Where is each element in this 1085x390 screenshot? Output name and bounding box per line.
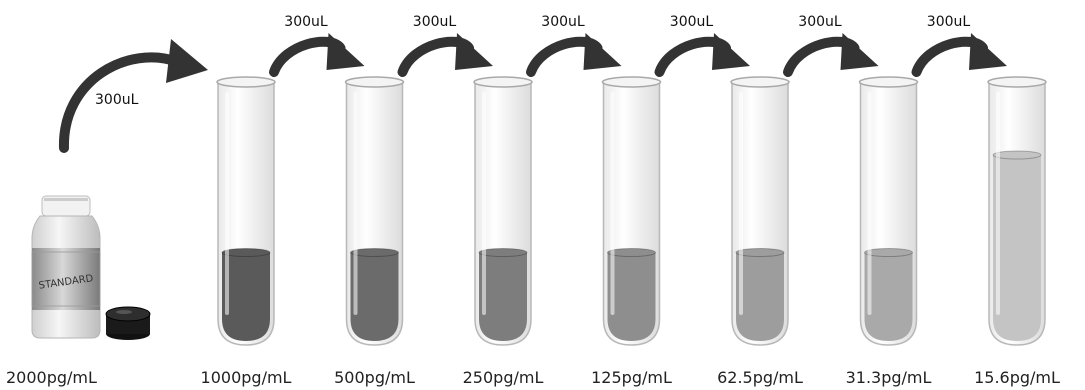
tube-concentration-label: 15.6pg/mL: [974, 368, 1060, 387]
tube-liquid-meniscus: [350, 248, 399, 257]
transfer-volume-label: 300uL: [670, 14, 714, 30]
transfer-arrow: [654, 33, 750, 77]
tube-concentration-label: 1000pg/mL: [201, 368, 292, 387]
transfer-volume-label: 300uL: [927, 14, 971, 30]
transfer-arrow: [911, 33, 1007, 77]
tube-highlight: [353, 92, 358, 315]
test-tube: [216, 76, 276, 346]
transfer-arrow: [269, 33, 365, 77]
tube-rim: [601, 76, 662, 88]
bottle-cap: [105, 306, 151, 340]
tube-liquid: [736, 252, 784, 341]
tube-liquid-meniscus: [864, 248, 913, 257]
tube-highlight: [996, 92, 1000, 315]
tube-concentration-label: 250pg/mL: [463, 368, 544, 387]
test-tube: [344, 76, 405, 346]
test-tube: [987, 76, 1047, 346]
arrows-layer: [269, 33, 1007, 77]
tube-rim: [344, 76, 405, 88]
transfer-arrow-head: [326, 33, 365, 70]
stock-transfer-volume-label: 300uL: [95, 92, 139, 108]
tube-liquid-meniscus: [607, 248, 656, 257]
transfer-arrow: [783, 33, 879, 77]
tube-highlight: [867, 92, 872, 315]
transfer-arrow-head: [455, 33, 493, 70]
tube-liquid-meniscus: [735, 248, 785, 257]
test-tube: [730, 76, 790, 346]
transfer-arrow-head: [583, 33, 622, 70]
test-tube: [858, 76, 919, 346]
tube-liquid: [222, 252, 270, 341]
tube-rim: [730, 76, 790, 88]
tube-highlight: [610, 92, 615, 315]
tube-rim: [216, 76, 276, 88]
transfer-volume-label: 300uL: [413, 14, 457, 30]
test-tube: [473, 76, 533, 346]
tube-concentration-label: 62.5pg/mL: [717, 368, 803, 387]
transfer-volume-label: 300uL: [798, 14, 842, 30]
test-tube: [601, 76, 662, 346]
tube-liquid: [350, 252, 399, 341]
stock-transfer-arrow: [58, 39, 208, 153]
tube-highlight: [739, 92, 743, 315]
stock-concentration-label: 2000pg/mL: [6, 368, 97, 387]
labels-layer: 2000pg/mL 1000pg/mL 300uL 500pg/mL 300uL 250…: [6, 14, 1060, 387]
transfer-arrow: [526, 33, 622, 77]
transfer-volume-label: 300uL: [284, 14, 328, 30]
transfer-volume-label: 300uL: [541, 14, 585, 30]
tubes-layer: [216, 76, 1047, 346]
tube-liquid: [993, 155, 1041, 341]
tube-concentration-label: 500pg/mL: [334, 368, 415, 387]
tube-liquid: [864, 252, 913, 341]
tube-liquid: [607, 252, 656, 341]
tube-liquid-meniscus: [992, 150, 1042, 160]
transfer-arrow-head: [840, 33, 879, 70]
transfer-arrow-head: [712, 33, 750, 70]
tube-liquid: [479, 252, 527, 341]
transfer-arrow-head: [969, 33, 1007, 70]
tube-rim: [987, 76, 1047, 88]
tube-liquid-meniscus: [478, 248, 528, 257]
tube-concentration-label: 125pg/mL: [591, 368, 672, 387]
tube-liquid-meniscus: [221, 248, 271, 257]
tube-rim: [473, 76, 533, 88]
tube-highlight: [225, 92, 229, 315]
transfer-arrow: [397, 33, 493, 77]
tube-rim: [858, 76, 919, 88]
standard-stock-bottle: STANDARD: [31, 195, 101, 339]
tube-concentration-label: 31.3pg/mL: [846, 368, 932, 387]
tube-highlight: [482, 92, 486, 315]
